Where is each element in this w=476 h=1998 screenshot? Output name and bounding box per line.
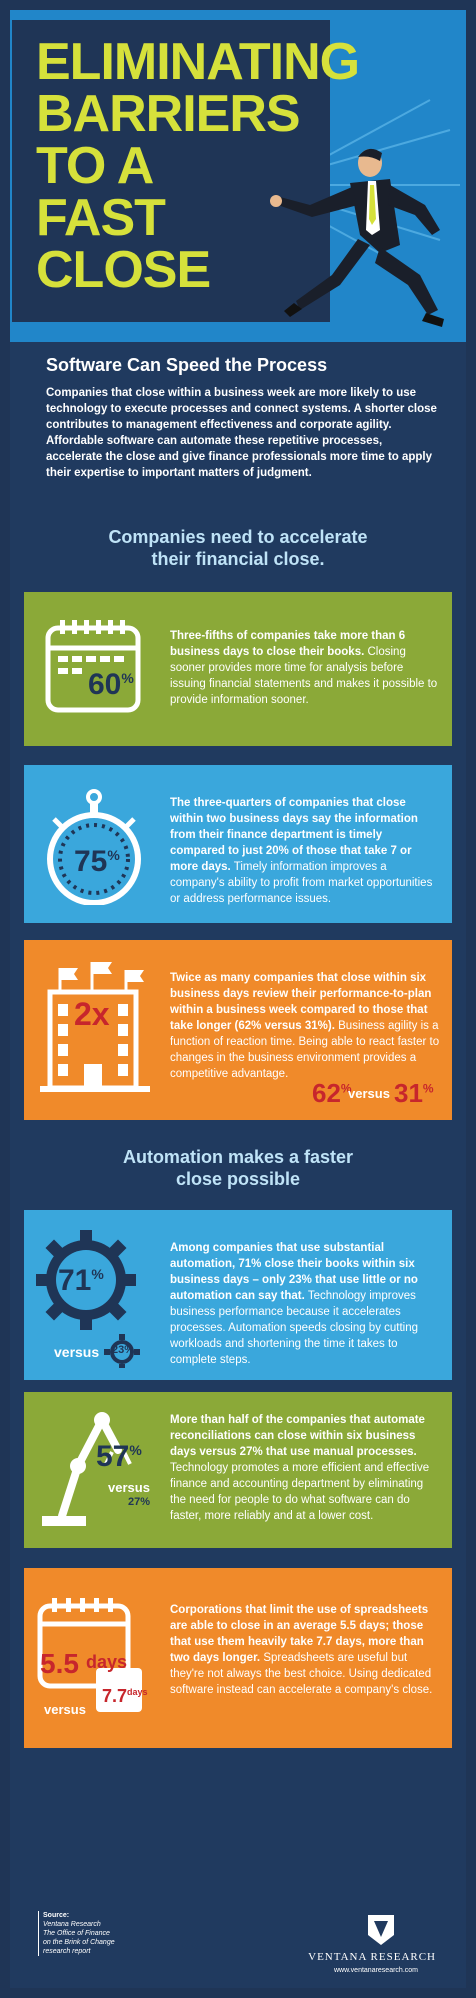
panel-text: Corporations that limit the use of sprea… [170,1602,440,1698]
hero-title: ELIMINATING BARRIERS TO A FAST CLOSE [36,33,360,299]
section-heading: Automation makes a faster close possible [10,1146,466,1190]
section-body: Companies that close within a business w… [46,387,437,479]
source-note: Source: Ventana Research The Office of F… [38,1911,183,1956]
comparison-value: 7.7days [102,1686,148,1706]
stat-value: 57% [96,1440,142,1473]
panel-bold-text: Among companies that use substantial aut… [170,1242,418,1302]
stopwatch-icon [47,789,141,905]
panel-body-text: Technology promotes a more efficient and… [170,1462,430,1522]
panel-body-text: Spreadsheets are useful but they're not … [170,1652,433,1696]
stat-panel-calendar-days: 5.5 days versus 7.7days Corporations tha… [24,1568,452,1748]
stat-value: 71% [58,1264,104,1297]
comparison-value: 27% [128,1496,151,1508]
section-heading: Companies need to accelerate their finan… [10,526,466,570]
stat-value: 75% [74,845,120,878]
panel-body-text: Business agility is a function of reacti… [170,1020,440,1080]
brand-name: VENTANA RESEARCH [308,1951,436,1963]
stat-panel-building: 2x Twice as many companies that close wi… [24,940,452,1120]
calendar-days-icon [37,1598,142,1712]
heading-line: close possible [175,1169,301,1189]
speed-section: Software Can Speed the Process Companies… [28,345,448,503]
footer: Source: Ventana Research The Office of F… [28,1905,448,1975]
panel-text: Three-fifths of companies take more than… [170,628,440,708]
panel-bold-text: Corporations that limit the use of sprea… [170,1604,429,1664]
stat-panel-calendar: 60% Three-fifths of companies take more … [24,592,452,746]
versus-label: versus [348,1086,390,1101]
panel-body-text: Closing sooner provides more time for an… [170,646,438,706]
panel-bold-text: Three-fifths of companies take more than… [170,630,406,658]
panel-body-text: Timely information improves a company's … [170,861,433,905]
source-line: The Office of Finance [43,1930,110,1937]
comparison-value-a: 62% [312,1078,352,1108]
versus-label: versus [54,1344,100,1360]
hero-title-line: CLOSE [36,241,211,299]
hero-title-line: BARRIERS [36,85,301,143]
panel-bold-text: More than half of the companies that aut… [170,1414,425,1458]
brand-url: www.ventanaresearch.com [333,1967,418,1974]
panel-text: The three-quarters of companies that clo… [170,795,440,907]
building-icon [40,962,150,1092]
stat-unit: days [86,1652,128,1672]
hero-title-line: ELIMINATING [36,33,360,91]
panel-bold-text: Twice as many companies that close withi… [170,972,432,1032]
stat-value: 2x [74,996,110,1032]
source-label: Source: [43,1912,70,1919]
versus-label: versus [44,1702,86,1717]
panel-body-text: Technology improves business performance… [170,1290,419,1366]
panel-text: Twice as many companies that close withi… [170,970,440,1082]
hero-title-line: TO A [36,137,154,195]
panel-text: More than half of the companies that aut… [170,1412,440,1524]
gear-icon [36,1230,140,1368]
heading-line: Automation makes a faster [122,1147,354,1167]
heading-line: Companies need to accelerate [108,527,368,547]
source-line: on the Brink of Change [43,1939,115,1946]
section-title: Software Can Speed the Process [46,355,328,375]
hero-title-line: FAST [36,189,166,247]
comparison-value: 23% [112,1344,135,1356]
comparison-value-b: 31% [394,1078,434,1108]
hero-title-box [12,20,330,322]
robot-arm-icon [42,1412,132,1526]
heading-line: their financial close. [151,549,325,569]
stat-value: 5.5 [40,1648,79,1679]
stat-value: 60% [88,668,134,701]
versus-label: versus [108,1480,150,1495]
stat-panel-robot-arm: 57% versus 27% More than half of the com… [24,1392,452,1548]
stat-panel-stopwatch: 75% The three-quarters of companies that… [24,765,452,923]
panel-bold-text: The three-quarters of companies that clo… [170,797,418,873]
panel-text: Among companies that use substantial aut… [170,1240,440,1368]
source-line: research report [43,1948,91,1955]
stat-panel-gear: 71% versus 23% Among companies that use … [24,1210,452,1380]
running-businessman-illustration [270,148,444,327]
calendar-icon [45,620,141,713]
source-line: Ventana Research [43,1921,101,1928]
ventana-logo-icon [368,1915,394,1945]
